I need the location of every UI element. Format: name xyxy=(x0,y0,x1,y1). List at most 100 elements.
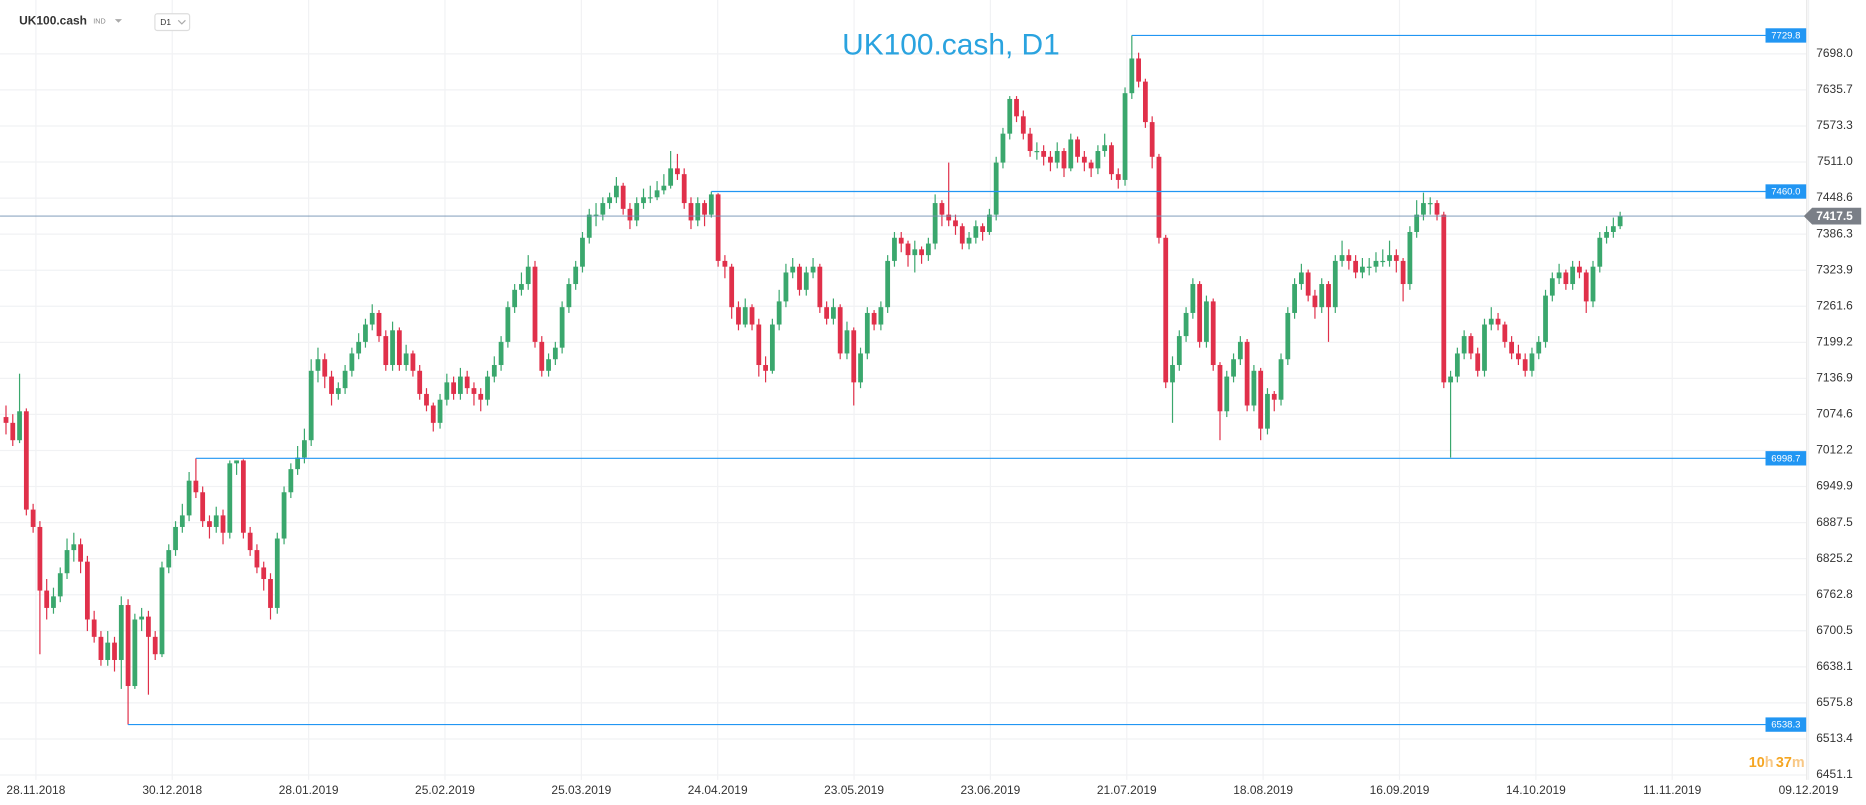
y-tick-label: 7199.2 xyxy=(1816,334,1853,348)
candle-body xyxy=(437,399,443,423)
candle-body xyxy=(84,561,90,620)
candle-body xyxy=(1027,133,1033,152)
y-tick-label: 6825.2 xyxy=(1816,551,1853,565)
candle-body xyxy=(1488,318,1494,325)
candle-body xyxy=(485,376,490,400)
candle-body xyxy=(410,353,416,371)
candle-body xyxy=(200,492,206,522)
candle-body xyxy=(600,203,606,215)
candle-body xyxy=(1604,231,1609,238)
x-tick-label: 23.05.2019 xyxy=(824,783,884,797)
group-caret[interactable] xyxy=(114,19,123,23)
candle-body xyxy=(1176,336,1182,366)
candle-body xyxy=(1278,359,1284,400)
y-tick-label: 6949.9 xyxy=(1816,479,1853,493)
candle-body xyxy=(118,605,124,660)
candle-body xyxy=(451,382,457,394)
candle-body xyxy=(1421,203,1426,215)
candle-body xyxy=(1115,174,1121,180)
candle-body xyxy=(580,237,585,267)
bar-timer: 10h 37m xyxy=(1749,755,1805,771)
candle-body xyxy=(607,197,612,204)
candle-body xyxy=(146,616,151,637)
last-price-box xyxy=(1803,207,1862,225)
candle-body xyxy=(566,284,572,308)
candle-body xyxy=(1305,272,1311,296)
timeframe-select[interactable] xyxy=(154,13,191,32)
candle-body xyxy=(1020,116,1026,134)
timeframe[interactable]: D1 xyxy=(160,17,171,27)
candle-body xyxy=(729,266,735,308)
y-tick-label: 7074.6 xyxy=(1816,407,1853,421)
candle-body xyxy=(51,596,56,608)
candle-body xyxy=(268,579,273,608)
candle-body xyxy=(993,162,999,215)
candle-body xyxy=(390,330,395,366)
y-tick-label: 6451.1 xyxy=(1816,767,1853,781)
candle-body xyxy=(193,480,199,493)
y-tick-label: 6575.8 xyxy=(1816,695,1853,709)
candle-body xyxy=(112,642,117,660)
candle-body xyxy=(396,330,402,366)
candle-body xyxy=(1041,151,1047,157)
candle-body xyxy=(1163,237,1169,383)
candle-body xyxy=(756,324,762,366)
candle-body xyxy=(898,237,904,244)
timer-m: m xyxy=(1792,755,1805,771)
candle-body xyxy=(1536,341,1542,354)
x-tick-label: 09.12.2019 xyxy=(1779,783,1839,797)
candle-body xyxy=(383,336,389,366)
candle-body xyxy=(1109,145,1114,175)
candle-body xyxy=(1285,312,1291,360)
candle-body xyxy=(458,376,463,394)
candle-body xyxy=(1170,365,1175,383)
candle-body xyxy=(641,197,646,204)
candle-body xyxy=(1061,151,1067,169)
candle-body xyxy=(1339,255,1345,261)
timeframe-caret[interactable] xyxy=(177,19,186,25)
candle-body xyxy=(220,515,226,533)
y-tick-label: 6638.1 xyxy=(1816,659,1853,673)
candle-body xyxy=(1265,393,1270,429)
candle-body xyxy=(1360,266,1365,273)
candle-body xyxy=(1000,133,1006,163)
candle-body xyxy=(573,266,579,285)
y-tick-label: 7386.3 xyxy=(1816,226,1853,240)
candle-body xyxy=(478,393,484,400)
candle-body xyxy=(776,301,782,325)
candle-body xyxy=(17,411,22,441)
candle-body xyxy=(254,550,260,568)
candle-body xyxy=(532,266,538,342)
candle-body xyxy=(1312,295,1318,308)
candle-body xyxy=(335,388,341,394)
candle-body xyxy=(1190,284,1196,313)
x-tick-label: 14.10.2019 xyxy=(1506,783,1566,797)
candle-body xyxy=(763,365,768,371)
candle-body xyxy=(919,249,924,256)
candle-body xyxy=(546,359,551,371)
candle-body xyxy=(166,550,172,568)
candle-body xyxy=(1034,151,1040,153)
candle-body xyxy=(1529,353,1535,371)
candles xyxy=(3,35,1623,725)
candle-body xyxy=(858,353,863,383)
candle-body xyxy=(661,185,667,191)
candle-body xyxy=(471,388,477,394)
candle-body xyxy=(1393,255,1399,261)
candle-body xyxy=(1298,272,1304,285)
candle-body xyxy=(1251,370,1257,406)
candle-body xyxy=(1122,93,1128,180)
candle-body xyxy=(227,463,233,533)
candle-body xyxy=(769,324,775,371)
x-tick-label: 28.01.2019 xyxy=(279,783,339,797)
candle-body xyxy=(525,266,531,285)
symbol-group[interactable]: IND xyxy=(93,17,105,25)
candle-body xyxy=(810,266,816,273)
y-tick-label: 7511.0 xyxy=(1817,154,1853,168)
y-tick-label: 7323.9 xyxy=(1816,262,1853,276)
candle-body xyxy=(1583,272,1589,302)
candle-body xyxy=(803,272,809,290)
y-tick-label: 7698.0 xyxy=(1816,46,1853,60)
y-tick-label: 7012.2 xyxy=(1816,443,1853,457)
